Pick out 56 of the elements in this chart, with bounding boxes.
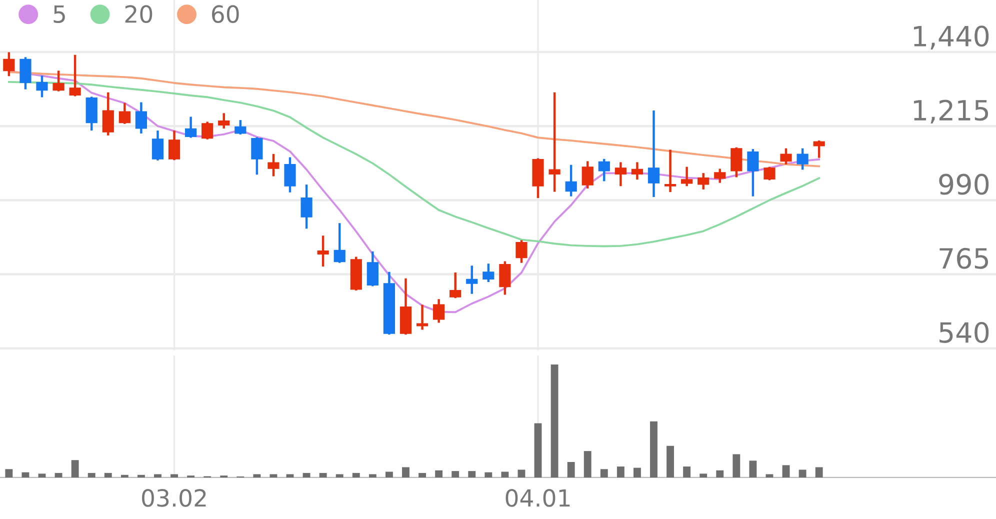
legend-label: 60 (212, 5, 239, 23)
bar (616, 466, 624, 478)
bar (650, 421, 658, 478)
y-tick-label: 1,440 (914, 26, 989, 50)
x-tick-label: 04.01 (506, 489, 570, 507)
bar (484, 472, 492, 478)
legend-label: 5 (54, 5, 65, 23)
bar (54, 472, 62, 478)
bar (88, 472, 96, 478)
bar (584, 451, 592, 478)
bar (286, 474, 294, 478)
bar (402, 467, 410, 478)
bar (302, 472, 310, 478)
bar (782, 465, 790, 478)
bar (120, 474, 128, 478)
bar (468, 471, 476, 478)
bar (5, 469, 13, 478)
y-tick-label: 990 (939, 174, 989, 195)
bar (435, 470, 443, 478)
bar (501, 472, 509, 478)
bar (104, 472, 112, 478)
bar (71, 460, 79, 478)
bar (368, 474, 376, 478)
bar (518, 470, 526, 478)
bar (534, 423, 542, 478)
bar (716, 470, 724, 478)
bar (319, 472, 327, 478)
bar (385, 472, 393, 478)
bar (700, 474, 708, 478)
bar (38, 474, 46, 478)
x-tick-label: 03.02 (142, 489, 206, 507)
bar (749, 460, 757, 478)
bar (170, 474, 178, 478)
bar (550, 364, 558, 478)
bar (154, 474, 162, 478)
bar (567, 462, 575, 478)
bar (270, 474, 278, 478)
bar (253, 474, 261, 478)
bar (732, 454, 740, 478)
bar (798, 470, 806, 478)
bar (766, 474, 774, 478)
bar (666, 446, 674, 478)
bar (815, 467, 823, 478)
bar (600, 469, 608, 478)
bar (352, 472, 360, 478)
bar (683, 466, 691, 478)
bar (418, 472, 426, 478)
y-tick-label: 1,215 (914, 100, 988, 124)
bar (633, 468, 641, 478)
bar (336, 474, 344, 478)
bar (22, 472, 30, 478)
legend-label: 20 (125, 5, 152, 23)
bar (137, 474, 145, 478)
y-tick-label: 540 (940, 322, 989, 343)
y-tick-label: 765 (940, 248, 988, 269)
bar (452, 471, 460, 478)
